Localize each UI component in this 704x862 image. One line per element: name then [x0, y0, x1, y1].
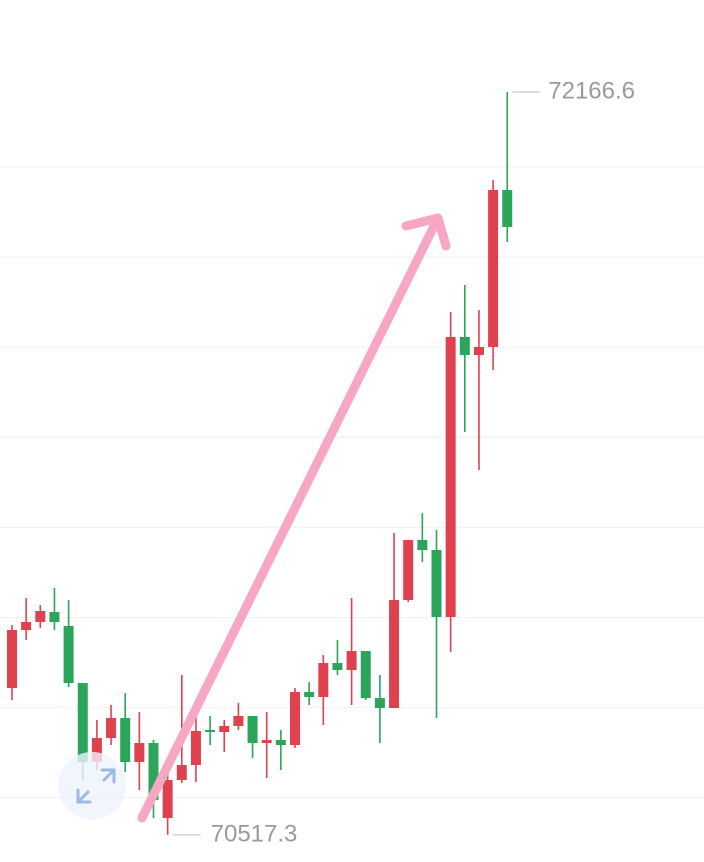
candle-body: [346, 651, 357, 671]
candle-body: [473, 346, 484, 356]
candle-body: [63, 626, 74, 684]
expand-icon[interactable]: [58, 752, 126, 820]
candle-body: [120, 718, 131, 762]
arrow-head: [401, 213, 451, 251]
candle-body: [49, 611, 60, 622]
candle-body: [417, 540, 428, 551]
labels: 72166.6 70517.3: [172, 77, 635, 847]
candle-body: [318, 663, 329, 697]
candle-body: [374, 698, 385, 709]
candle-body: [261, 740, 272, 744]
candle-body: [106, 718, 117, 739]
candles: [7, 91, 513, 835]
candle-body: [431, 550, 442, 617]
candle-body: [7, 630, 17, 689]
candle-body: [35, 611, 46, 622]
expand-icon-bg[interactable]: [58, 752, 126, 820]
candle-body: [459, 336, 470, 356]
candle-body: [290, 691, 300, 746]
candle-body: [77, 683, 88, 762]
candle-body: [205, 730, 216, 732]
candle-body: [389, 600, 400, 709]
candle-body: [502, 190, 513, 227]
candle-body: [488, 190, 499, 347]
candle-body: [91, 738, 102, 762]
candle-body: [332, 663, 343, 671]
candle-body: [275, 740, 286, 746]
candle-body: [134, 743, 145, 762]
candle-body: [233, 716, 244, 727]
candle-body: [162, 780, 173, 819]
arrow-shaft: [137, 217, 441, 823]
max-label: 72166.6: [548, 77, 635, 104]
candle-body: [21, 621, 32, 631]
candle-body: [176, 765, 187, 781]
trend-arrow: [137, 213, 451, 823]
candle-body: [247, 716, 258, 744]
candle-body: [445, 336, 456, 617]
candle-body: [219, 726, 230, 732]
candle-body: [148, 743, 159, 801]
candle-body: [304, 691, 315, 697]
candle-body: [403, 540, 414, 601]
candle-body: [190, 731, 201, 766]
candle-body: [360, 651, 371, 699]
min-label: 70517.3: [211, 820, 298, 847]
